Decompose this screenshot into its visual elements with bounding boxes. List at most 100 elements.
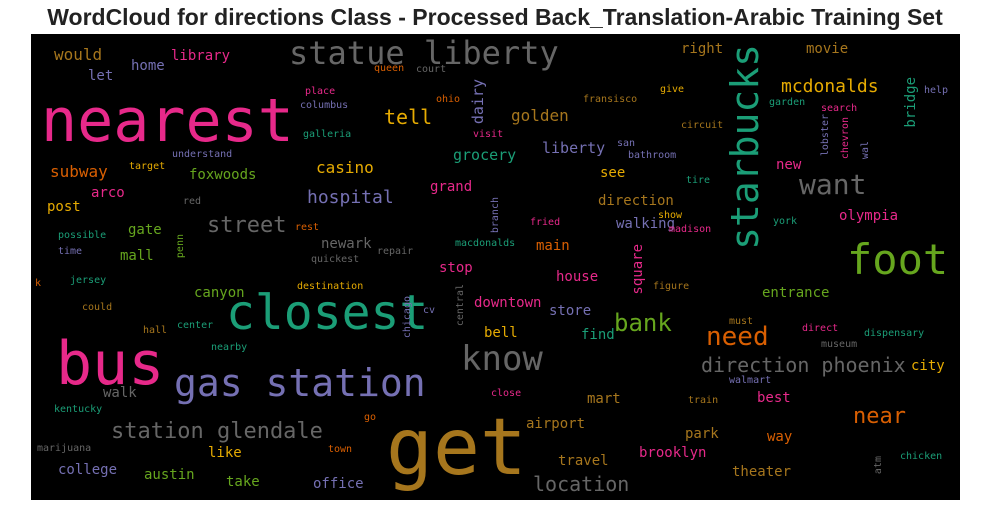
word-canyon: canyon	[194, 285, 245, 301]
word-museum: museum	[821, 339, 858, 350]
word-galleria: galleria	[303, 129, 352, 140]
word-court: court	[416, 64, 447, 75]
word-library: library	[171, 48, 231, 64]
word-walmart: walmart	[729, 375, 772, 386]
word-closest: closest	[226, 285, 429, 341]
word-would: would	[54, 45, 103, 64]
word-penn: penn	[175, 234, 186, 259]
word-college: college	[58, 462, 118, 478]
word-bridge: bridge	[903, 77, 919, 128]
word-bell: bell	[484, 325, 518, 341]
word-jersey: jersey	[70, 275, 107, 286]
word-right: right	[681, 41, 724, 57]
word-hospital: hospital	[307, 187, 394, 208]
word-understand: understand	[172, 149, 233, 160]
word-statue-liberty: statue liberty	[289, 34, 559, 72]
word-get: get	[386, 403, 527, 493]
word-lobster: lobster	[820, 114, 831, 157]
word-town: town	[328, 444, 353, 455]
word-close: close	[491, 388, 522, 399]
word-give: give	[660, 84, 685, 95]
word-new: new	[776, 157, 802, 173]
word-store: store	[549, 303, 592, 319]
word-bank: bank	[614, 309, 672, 337]
word-go: go	[364, 412, 377, 423]
word-movie: movie	[806, 41, 849, 57]
word-nearest: nearest	[41, 86, 294, 156]
word-place: place	[305, 86, 336, 97]
word-want: want	[799, 168, 867, 201]
word-walking: walking	[616, 216, 676, 232]
word-kentucky: kentucky	[54, 404, 103, 415]
word-entrance: entrance	[762, 285, 830, 301]
word-direct: direct	[802, 323, 839, 334]
word-grocery: grocery	[453, 146, 517, 164]
word-k: k	[35, 278, 42, 289]
word-station-glendale: station glendale	[111, 419, 323, 444]
word-gas-station: gas station	[174, 361, 426, 405]
word-city: city	[911, 358, 945, 374]
word-house: house	[556, 269, 599, 285]
word-york: york	[773, 216, 798, 227]
word-san: san	[617, 138, 636, 149]
word-search: search	[821, 103, 858, 114]
word-hall: hall	[143, 325, 168, 336]
word-like: like	[208, 445, 242, 461]
word-repair: repair	[377, 246, 414, 257]
word-must: must	[729, 316, 754, 327]
word-take: take	[226, 474, 260, 490]
word-visit: visit	[473, 129, 504, 140]
word-foxwoods: foxwoods	[189, 167, 257, 183]
word-travel: travel	[558, 453, 609, 469]
word-nearby: nearby	[211, 342, 248, 353]
word-park: park	[685, 426, 719, 442]
word-airport: airport	[526, 416, 586, 432]
word-tell: tell	[384, 105, 433, 129]
word-home: home	[131, 58, 165, 74]
chart-title: WordCloud for directions Class - Process…	[47, 4, 943, 30]
word-wal: wal	[860, 141, 871, 160]
word-time: time	[58, 246, 83, 257]
word-show: show	[658, 210, 683, 221]
word-see: see	[600, 165, 626, 181]
word-madison: madison	[669, 224, 712, 235]
word-quickest: quickest	[311, 254, 360, 265]
word-branch: branch	[490, 197, 501, 234]
word-columbus: columbus	[300, 100, 349, 111]
word-could: could	[82, 302, 113, 313]
word-liberty: liberty	[542, 139, 606, 157]
word-direction-phoenix: direction phoenix	[701, 353, 906, 377]
word-best: best	[757, 390, 791, 406]
word-square: square	[630, 244, 646, 295]
word-marijuana: marijuana	[37, 443, 92, 454]
word-dairy: dairy	[469, 79, 487, 125]
word-find: find	[581, 327, 615, 343]
word-near: near	[853, 404, 906, 429]
word-street: street	[207, 213, 287, 238]
word-arco: arco	[91, 185, 125, 201]
word-fransisco: fransisco	[583, 94, 638, 105]
word-circuit: circuit	[681, 120, 724, 131]
word-need: need	[706, 322, 769, 352]
word-cv: cv	[423, 305, 436, 316]
word-walk: walk	[103, 385, 137, 401]
word-theater: theater	[732, 464, 792, 480]
word-central: central	[455, 284, 466, 327]
word-chicago: chicago	[402, 296, 413, 339]
word-starbucks: starbucks	[723, 44, 767, 250]
word-destination: destination	[297, 281, 364, 292]
word-red: red	[183, 196, 202, 207]
word-ohio: ohio	[436, 94, 461, 105]
word-post: post	[47, 199, 81, 215]
word-garden: garden	[769, 97, 806, 108]
word-subway: subway	[50, 162, 108, 181]
word-gate: gate	[128, 222, 162, 238]
word-center: center	[177, 320, 214, 331]
word-newark: newark	[321, 236, 372, 252]
word-olympia: olympia	[839, 208, 899, 224]
word-austin: austin	[144, 467, 195, 483]
word-queen: queen	[374, 63, 405, 74]
word-figure: figure	[653, 281, 690, 292]
word-foot: foot	[847, 235, 949, 284]
word-macdonalds: macdonalds	[455, 238, 516, 249]
